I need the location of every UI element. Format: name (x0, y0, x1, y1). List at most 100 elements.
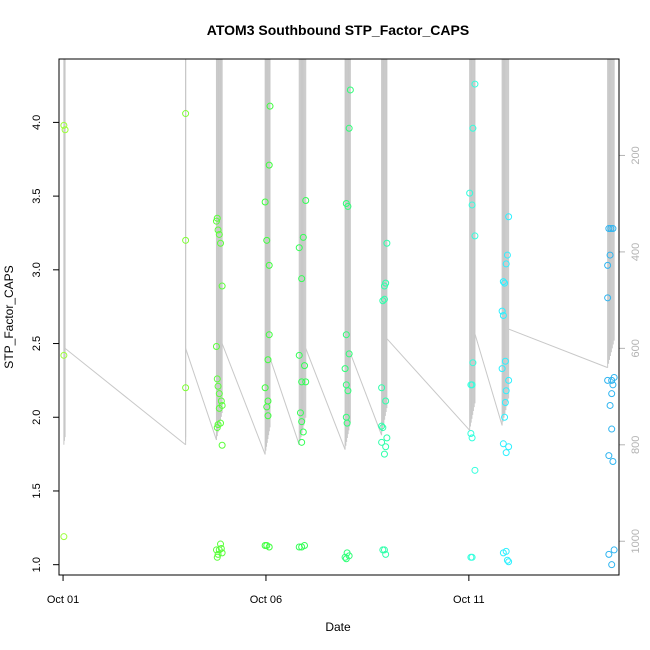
data-point (212, 546, 220, 554)
data-point (265, 543, 273, 551)
data-point (503, 251, 511, 259)
data-point (261, 198, 269, 206)
data-point (467, 429, 475, 437)
data-point (383, 239, 391, 247)
data-point (505, 213, 513, 221)
y-axis-label: STP_Factor_CAPS (2, 265, 16, 368)
data-point (60, 121, 68, 129)
data-point (605, 550, 613, 558)
plot-frame (58, 58, 620, 576)
data-point (302, 197, 310, 205)
data-point (499, 312, 507, 320)
data-point (380, 546, 388, 554)
data-point (379, 424, 387, 432)
y-tick-label: 1.5 (31, 483, 43, 498)
data-point (218, 549, 226, 557)
data-point (61, 126, 69, 134)
data-point (217, 544, 225, 552)
data-point (383, 434, 391, 442)
data-point (213, 553, 221, 561)
y-tick-label: 3.0 (31, 262, 43, 277)
data-point (610, 546, 618, 554)
data-point (503, 556, 511, 564)
data-point (301, 542, 309, 550)
data-point (298, 438, 306, 446)
data-point (498, 365, 506, 373)
data-point (217, 419, 225, 427)
data-point (380, 295, 388, 303)
trace-connector (305, 348, 346, 450)
data-point (502, 260, 510, 268)
data-point (214, 382, 222, 390)
data-point (471, 466, 479, 474)
data-point (295, 244, 303, 252)
data-point (265, 161, 273, 169)
data-point (213, 214, 221, 222)
data-point (346, 86, 354, 94)
trace-connector (474, 333, 503, 426)
data-point (609, 381, 617, 389)
data-point (380, 450, 388, 458)
data-point (299, 428, 307, 436)
data-point (264, 356, 272, 364)
data-point (468, 201, 476, 209)
y-tick-label: 2.5 (31, 336, 43, 351)
data-point (218, 441, 226, 449)
data-point (606, 251, 614, 259)
y-tick-label: 1.0 (31, 557, 43, 572)
data-point (501, 279, 509, 287)
data-point (505, 443, 513, 451)
data-point (468, 553, 476, 561)
data-point (499, 440, 507, 448)
data-point (182, 384, 190, 392)
x-tick-label: Oct 06 (250, 594, 282, 606)
trace-connector (386, 338, 471, 431)
data-point (605, 452, 613, 460)
data-point (264, 412, 272, 420)
right-tick-label: 400 (630, 243, 642, 261)
trace-connector (349, 352, 383, 436)
data-point (380, 282, 388, 290)
x-tick-label: Oct 11 (453, 594, 485, 606)
x-axis-label: Date (325, 620, 351, 634)
y-tick-label: 2.0 (31, 410, 43, 425)
axes-layer: 1.0 1.5 2.0 2.5 3.0 3.5 4.0 Oct 01 Oct 06 Oct 11 2… (31, 115, 642, 606)
data-point (265, 331, 273, 339)
data-point (606, 401, 614, 409)
trace-connector (269, 357, 300, 445)
data-point (341, 553, 349, 561)
chart-title: ATOM3 Southbound STP_Factor_CAPS (207, 22, 469, 38)
data-point (604, 261, 612, 269)
data-point (213, 375, 221, 383)
data-point (298, 275, 306, 283)
data-point (379, 297, 387, 305)
right-tick-label: 200 (630, 146, 642, 164)
data-point (212, 217, 220, 225)
data-point (215, 390, 223, 398)
data-point (345, 124, 353, 132)
data-point (342, 331, 350, 339)
data-point (217, 239, 225, 247)
data-point (214, 550, 222, 558)
right-tick-label: 600 (630, 339, 642, 357)
data-point (218, 401, 226, 409)
data-point (378, 438, 386, 446)
data-point (298, 418, 306, 426)
data-point (502, 547, 510, 555)
data-point (469, 124, 477, 132)
data-point (505, 558, 513, 566)
y-tick-label: 4.0 (31, 115, 43, 130)
data-point (345, 350, 353, 358)
data-point (505, 376, 513, 384)
data-point (215, 230, 223, 238)
data-point (212, 342, 220, 350)
x-tick-label: Oct 01 (47, 594, 79, 606)
data-point (471, 80, 479, 88)
data-point (382, 443, 390, 451)
trace-connector (221, 343, 266, 455)
data-point (213, 424, 221, 432)
data-point (468, 434, 476, 442)
data-point (608, 561, 616, 569)
data-point (263, 236, 271, 244)
